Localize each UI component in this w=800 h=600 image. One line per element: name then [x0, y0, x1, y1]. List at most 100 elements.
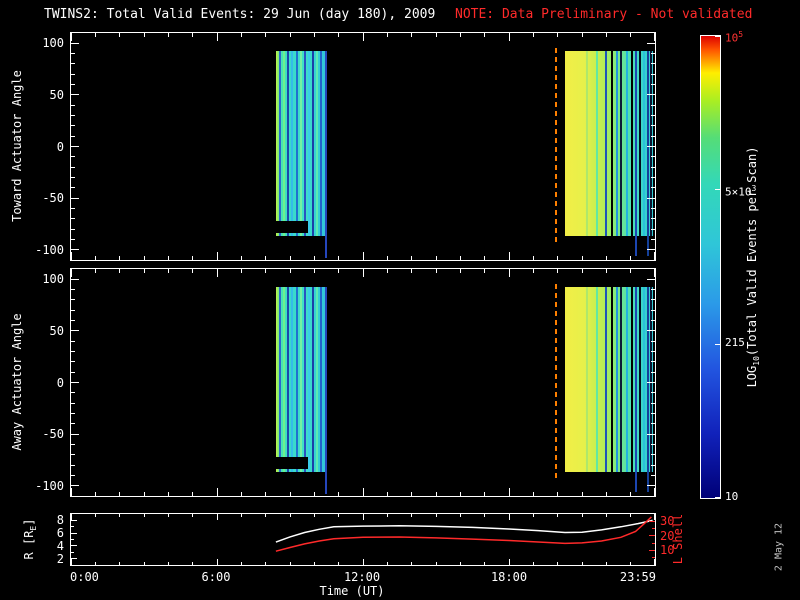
- y-tick-mark: [71, 299, 75, 301]
- y-tick-mark: [71, 166, 75, 168]
- spectrogram-stripe: [290, 286, 293, 473]
- x-tick-mark: [71, 488, 72, 496]
- spectrogram-stripe: [282, 50, 285, 237]
- x-tick-mark: [508, 488, 510, 496]
- x-tick-mark: [192, 562, 194, 565]
- x-tick-mark: [459, 256, 461, 260]
- x-tick-mark: [338, 256, 340, 260]
- x-tick-mark: [459, 269, 461, 273]
- x-tick-mark: [71, 514, 72, 520]
- x-tick-mark: [313, 33, 315, 37]
- y-tick-mark: [651, 238, 655, 240]
- ephemeris-right-tick-label: 30: [660, 514, 675, 529]
- x-tick-mark: [192, 256, 194, 260]
- spectrogram-block: [565, 50, 653, 237]
- spectrogram-stripe: [320, 50, 323, 237]
- x-tick-mark: [557, 514, 559, 517]
- x-tick-mark: [216, 488, 218, 496]
- x-tick-mark: [605, 514, 607, 517]
- x-tick-mark: [508, 269, 510, 277]
- spectrogram-stripe: [647, 50, 650, 256]
- y-tick-mark: [71, 351, 75, 353]
- y-tick-mark: [71, 238, 75, 240]
- event-marker-line: [555, 284, 558, 481]
- y-tick-mark: [71, 423, 75, 425]
- y-tick-mark: [71, 42, 79, 44]
- x-tick-mark: [362, 514, 364, 520]
- y-tick-mark: [651, 84, 655, 86]
- x-tick-mark: [216, 33, 218, 41]
- x-tick-mark: [94, 33, 96, 37]
- ephemeris-panel: [70, 513, 656, 566]
- x-tick-mark: [484, 562, 486, 565]
- spectrogram-stripe: [279, 50, 282, 237]
- spectrogram-away: [70, 268, 656, 497]
- data-gap: [275, 220, 308, 234]
- y-tick-mark: [651, 299, 655, 301]
- ephemeris-left-tick-label: 2: [56, 551, 64, 566]
- x-tick-mark: [532, 33, 534, 37]
- y-tick-label: -100: [35, 478, 64, 493]
- x-tick-mark: [119, 492, 121, 496]
- spectrogram-stripe: [324, 286, 327, 494]
- x-tick-mark: [338, 269, 340, 273]
- x-tick-mark: [605, 256, 607, 260]
- colorbar-tick-label: 215: [725, 336, 745, 350]
- preliminary-note: NOTE: Data Preliminary - Not validated: [455, 7, 753, 22]
- x-tick-mark: [532, 492, 534, 496]
- x-tick-mark: [581, 562, 583, 565]
- y-tick-mark: [71, 519, 77, 521]
- spectrogram-stripe: [585, 286, 588, 473]
- spectrogram-stripe: [604, 286, 607, 473]
- x-tick-mark: [484, 492, 486, 496]
- x-tick-mark: [265, 514, 267, 517]
- x-tick-mark: [435, 269, 437, 273]
- x-tick-mark: [557, 562, 559, 565]
- y-tick-label: 0: [56, 375, 64, 390]
- x-tick-mark: [71, 269, 72, 277]
- x-tick-mark: [508, 559, 510, 565]
- y-tick-mark: [651, 125, 655, 127]
- x-tick-mark: [435, 33, 437, 37]
- y-tick-mark: [71, 63, 75, 65]
- x-tick-mark: [338, 33, 340, 37]
- x-tick-mark: [484, 256, 486, 260]
- y-tick-mark: [71, 551, 74, 553]
- x-tick-mark: [630, 269, 632, 273]
- x-tick-mark: [411, 562, 413, 565]
- y-tick-mark: [71, 371, 75, 373]
- spectrogram-stripe: [634, 286, 637, 492]
- x-tick-mark: [459, 492, 461, 496]
- x-tick-mark: [94, 492, 96, 496]
- spectrogram-stripe: [639, 286, 642, 473]
- x-tick-mark: [167, 562, 169, 565]
- x-tick-mark: [630, 492, 632, 496]
- x-tick-mark: [289, 492, 291, 496]
- spectrogram-stripe: [647, 286, 650, 492]
- y-tick-mark: [647, 197, 655, 199]
- y-tick-mark: [649, 535, 655, 537]
- y-tick-mark: [71, 207, 75, 209]
- x-tick-mark: [167, 514, 169, 517]
- y-tick-mark: [651, 135, 655, 137]
- y-tick-mark: [71, 474, 75, 476]
- y-tick-mark: [651, 228, 655, 230]
- spectrogram-toward: [70, 32, 656, 261]
- spectrogram-stripe: [320, 286, 323, 473]
- x-tick-mark: [459, 514, 461, 517]
- x-tick-mark: [338, 492, 340, 496]
- y-tick-mark: [651, 392, 655, 394]
- y-tick-mark: [651, 361, 655, 363]
- y-tick-mark: [651, 176, 655, 178]
- spectrogram-stripe: [615, 286, 618, 473]
- x-tick-mark: [240, 256, 242, 260]
- x-tick-mark: [362, 269, 364, 277]
- x-tick-mark: [557, 269, 559, 273]
- x-tick-mark: [386, 256, 388, 260]
- x-tick-mark: [216, 559, 218, 565]
- y-tick-mark: [71, 309, 75, 311]
- x-tick-mark: [630, 514, 632, 517]
- y-tick-mark: [647, 42, 655, 44]
- x-tick-mark: [653, 269, 655, 277]
- x-tick-mark: [240, 562, 242, 565]
